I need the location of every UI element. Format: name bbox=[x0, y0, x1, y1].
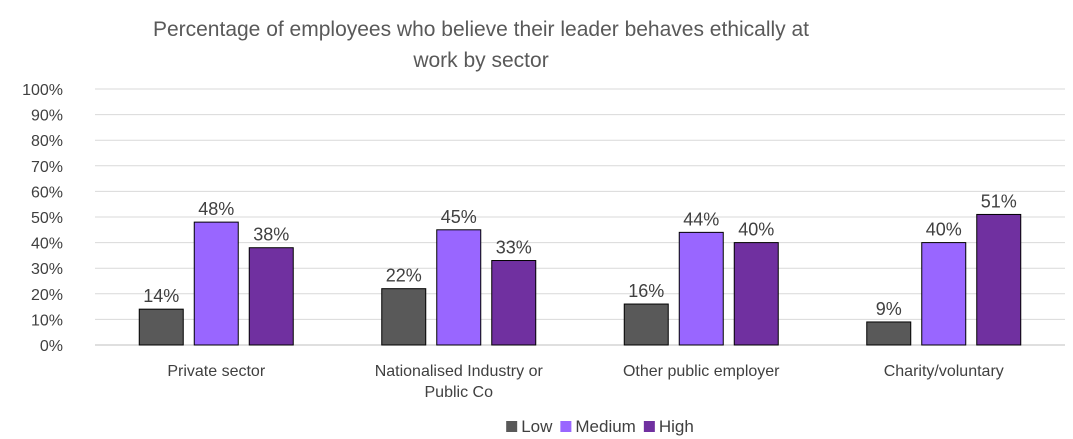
y-tick-label: 90% bbox=[31, 108, 63, 125]
data-label: 33% bbox=[496, 238, 532, 258]
bar-medium bbox=[678, 231, 724, 346]
chart-title: Percentage of employees who believe thei… bbox=[153, 18, 809, 72]
y-tick-label: 40% bbox=[31, 236, 63, 253]
bar-low bbox=[138, 308, 184, 346]
category-label: Charity/voluntary bbox=[884, 363, 1004, 380]
data-label: 51% bbox=[981, 191, 1017, 211]
data-label: 40% bbox=[738, 220, 774, 240]
y-tick-label: 70% bbox=[31, 159, 63, 176]
y-tick-label: 0% bbox=[40, 338, 63, 355]
legend-item-high: High bbox=[643, 417, 694, 436]
legend-label: High bbox=[659, 417, 694, 436]
legend-label: Low bbox=[521, 417, 553, 436]
bars bbox=[138, 213, 1022, 346]
bar-low bbox=[623, 303, 669, 346]
y-tick-label: 20% bbox=[31, 287, 63, 304]
chart-title-line: work by sector bbox=[412, 49, 548, 72]
bar-high bbox=[976, 213, 1022, 346]
bar-medium bbox=[436, 229, 482, 346]
legend-swatch bbox=[560, 421, 572, 432]
category-label: Private sector bbox=[167, 363, 265, 380]
data-label: 45% bbox=[441, 207, 477, 227]
y-tick-label: 30% bbox=[31, 261, 63, 278]
bar-high bbox=[248, 247, 294, 346]
data-label: 48% bbox=[198, 199, 234, 219]
y-tick-label: 60% bbox=[31, 184, 63, 201]
data-label: 9% bbox=[876, 299, 902, 319]
legend: Low Medium High bbox=[506, 417, 694, 436]
y-tick-label: 100% bbox=[22, 82, 63, 99]
gridlines bbox=[95, 88, 1065, 346]
data-label: 14% bbox=[143, 286, 179, 306]
y-tick-label: 50% bbox=[31, 210, 63, 227]
data-label: 40% bbox=[926, 220, 962, 240]
bar-low bbox=[381, 288, 427, 346]
y-tick-label: 10% bbox=[31, 312, 63, 329]
legend-item-low: Low bbox=[506, 417, 553, 436]
data-label: 44% bbox=[683, 209, 719, 229]
bar-low bbox=[866, 321, 912, 346]
bar-medium bbox=[921, 242, 967, 346]
data-label: 38% bbox=[253, 225, 289, 245]
x-axis-categories: Private sector Nationalised Industry or Pu… bbox=[167, 363, 1003, 401]
bar-medium bbox=[193, 221, 239, 346]
legend-item-medium: Medium bbox=[560, 417, 636, 436]
data-label: 22% bbox=[386, 266, 422, 286]
legend-label: Medium bbox=[575, 417, 635, 436]
category-label: Other public employer bbox=[623, 363, 780, 380]
legend-swatch bbox=[506, 421, 518, 432]
bar-high bbox=[491, 260, 537, 346]
category-label: Public Co bbox=[425, 384, 494, 401]
category-label: Nationalised Industry or bbox=[375, 363, 544, 380]
legend-swatch bbox=[643, 421, 655, 432]
data-label: 16% bbox=[628, 281, 664, 301]
data-labels: 14% 48% 38% 22% 45% 33% 16% 44% 40% 9% 40% 51% bbox=[143, 191, 1017, 319]
y-tick-label: 80% bbox=[31, 133, 63, 150]
chart-title-line: Percentage of employees who believe thei… bbox=[153, 18, 809, 41]
bar-high bbox=[733, 242, 779, 346]
y-axis-ticks: 0% 10% 20% 30% 40% 50% 60% 70% 80% 90% 100% bbox=[22, 82, 63, 355]
